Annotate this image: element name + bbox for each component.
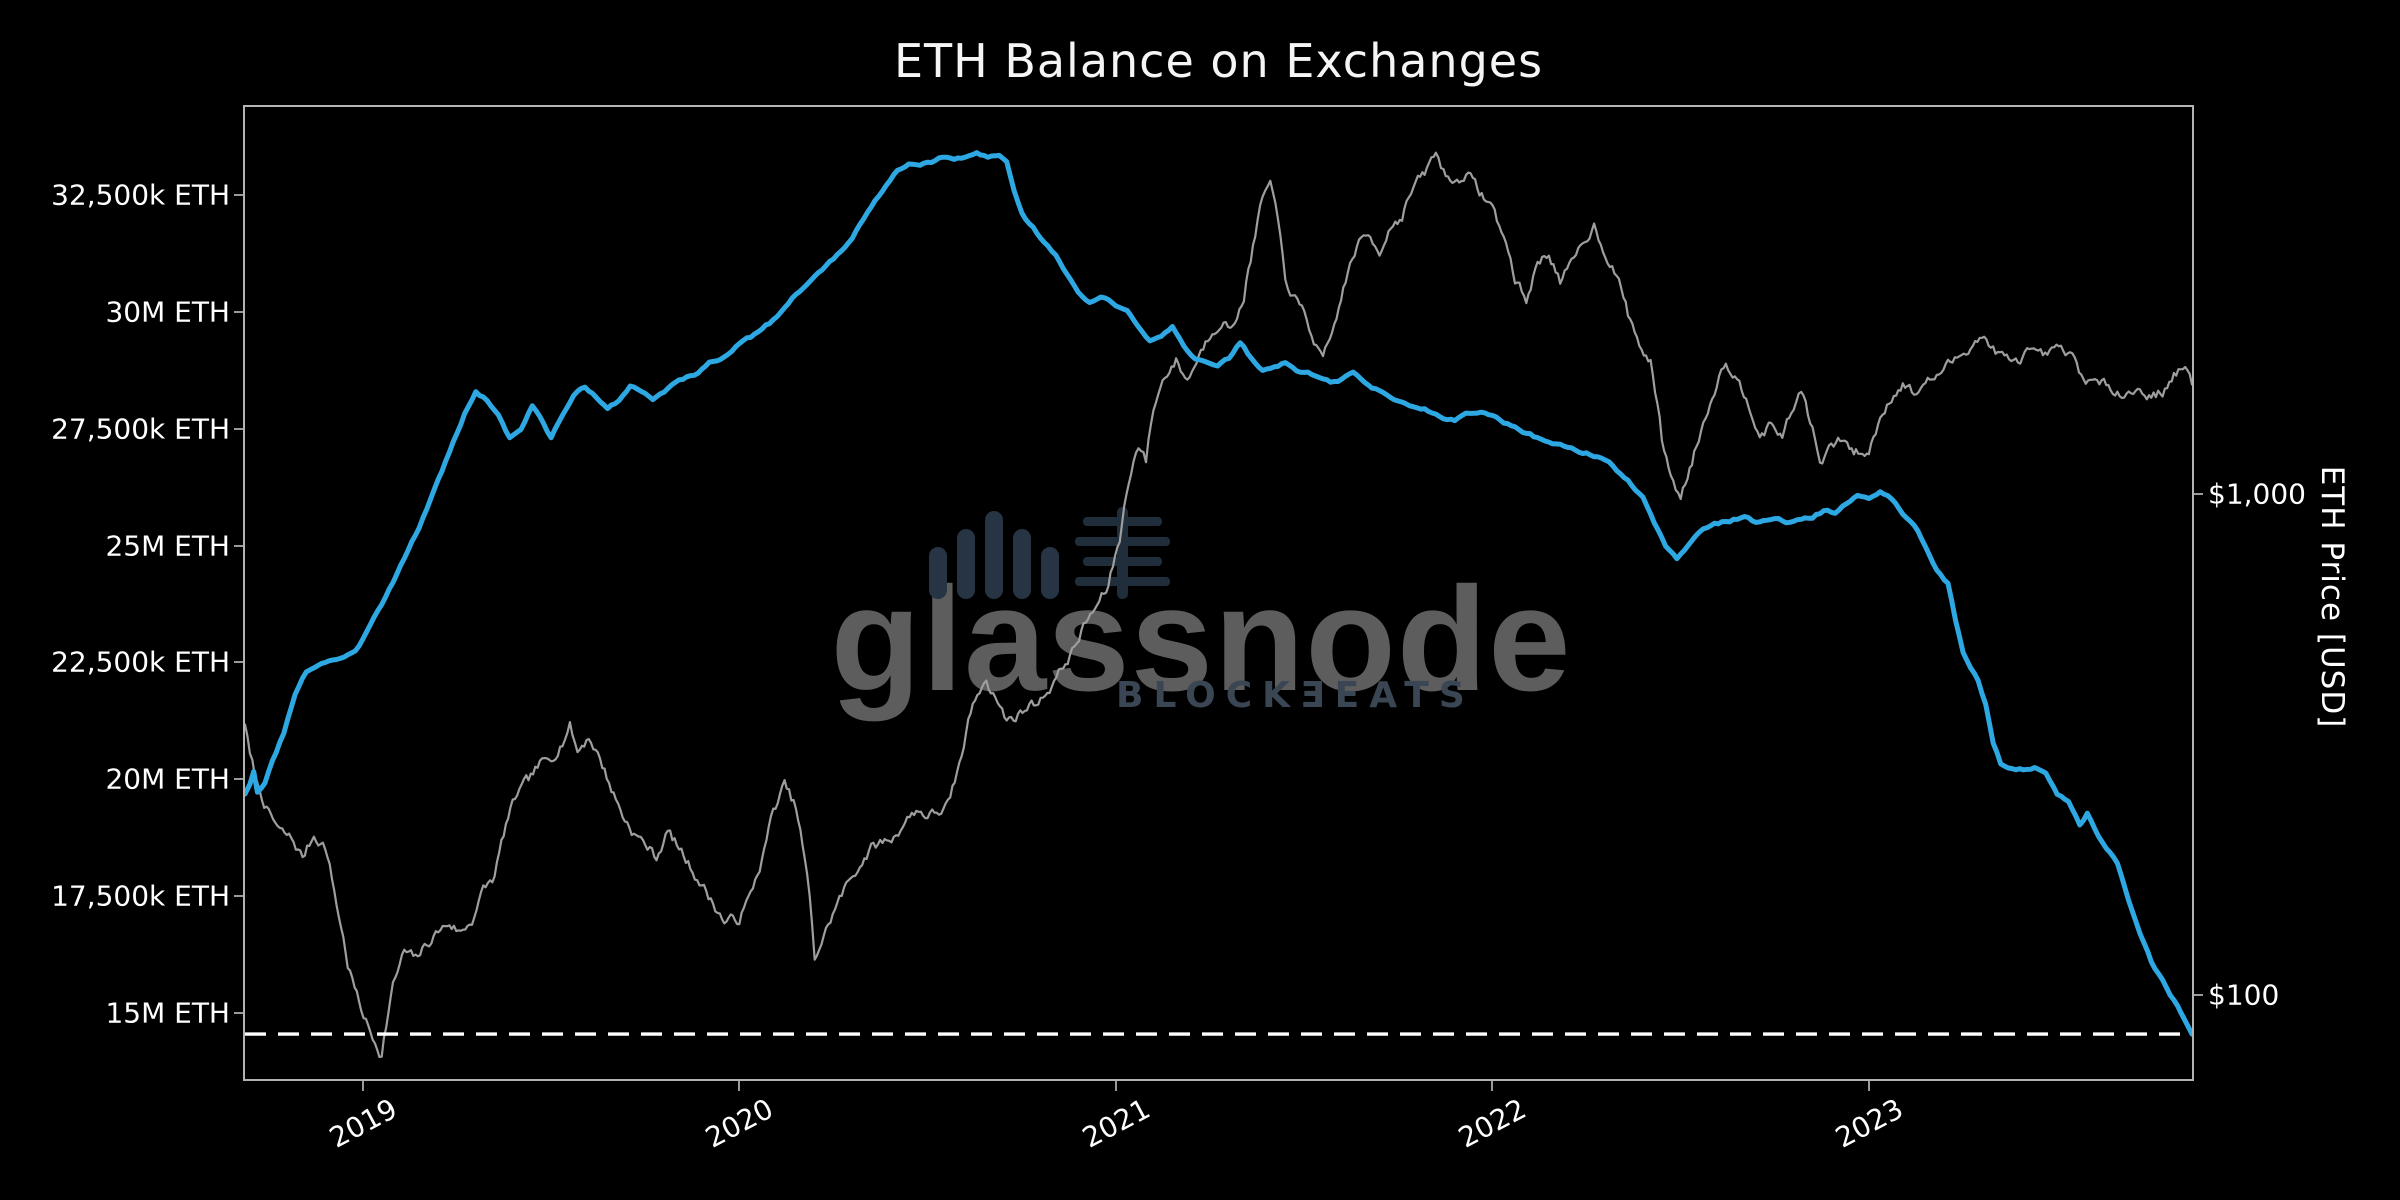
tick-mark <box>234 895 243 898</box>
tick-mark <box>234 427 243 430</box>
tick-mark <box>1491 1081 1494 1091</box>
x-tick-label: 2021 <box>1076 1092 1156 1155</box>
tick-mark <box>234 193 243 196</box>
y-left-tick-label: 25M ETH <box>105 529 230 563</box>
tick-mark <box>234 778 243 781</box>
y-left-tick-label: 15M ETH <box>105 996 230 1030</box>
right-axis-title: ETH Price [USD] <box>2314 465 2350 729</box>
y-left-tick-label: 30M ETH <box>105 295 230 329</box>
series-line-eth-balance <box>245 150 2192 1037</box>
tick-mark <box>361 1081 364 1091</box>
tick-mark <box>1867 1081 1870 1091</box>
x-tick-label: 2020 <box>700 1092 779 1155</box>
tick-mark <box>2194 492 2203 495</box>
y-right-tick-label: $100 <box>2208 978 2280 1012</box>
plot-canvas <box>245 150 2192 1059</box>
x-tick-label: 2019 <box>323 1092 403 1155</box>
x-tick-label: 2023 <box>1830 1092 1909 1155</box>
series-line-eth-price <box>245 151 2192 1059</box>
y-left-tick-label: 17,500k ETH <box>51 879 230 913</box>
tick-mark <box>234 1012 243 1015</box>
y-left-tick-label: 20M ETH <box>105 762 230 796</box>
tick-mark <box>234 310 243 313</box>
y-left-tick-label: 32,500k ETH <box>51 178 230 212</box>
chart-title: ETH Balance on Exchanges <box>893 34 1544 88</box>
tick-mark <box>234 544 243 547</box>
x-tick-label: 2022 <box>1453 1092 1532 1155</box>
y-right-tick-label: $1,000 <box>2208 477 2306 511</box>
tick-mark <box>234 661 243 664</box>
tick-mark <box>738 1081 741 1091</box>
plot-area: glassnode BLOCKƎEATS <box>245 107 2192 1079</box>
tick-mark <box>2194 994 2203 996</box>
y-left-tick-label: 27,500k ETH <box>51 412 230 446</box>
y-left-tick-label: 22,500k ETH <box>51 645 230 679</box>
tick-mark <box>1114 1081 1117 1091</box>
